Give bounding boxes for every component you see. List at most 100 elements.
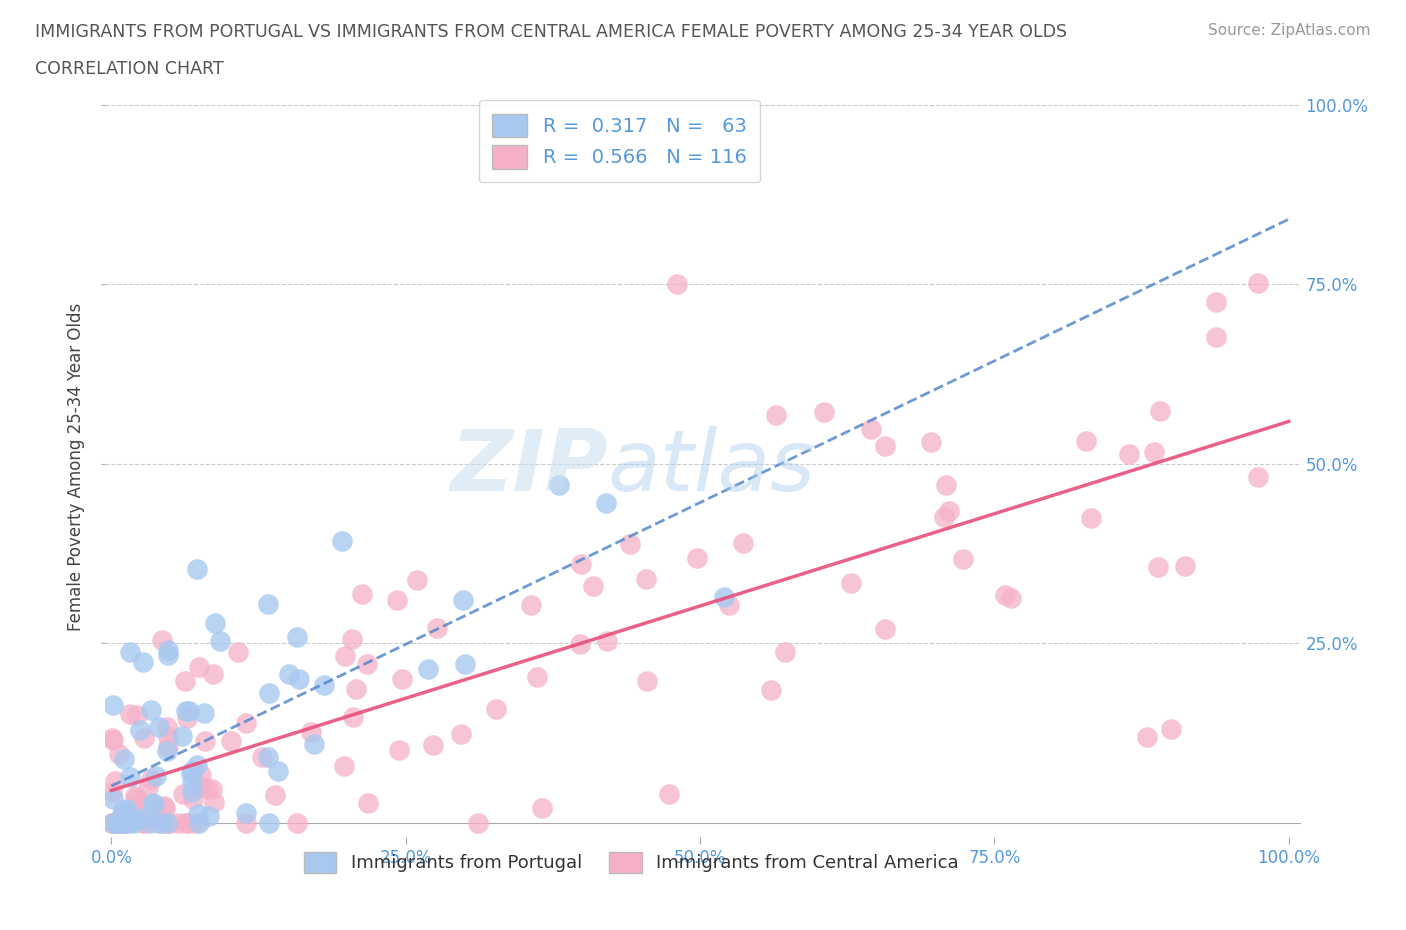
Point xyxy=(131,811,153,826)
Point xyxy=(356,657,378,671)
Point xyxy=(406,573,429,588)
Point xyxy=(839,576,862,591)
Point xyxy=(128,723,150,737)
Point xyxy=(114,816,136,830)
Point xyxy=(569,557,592,572)
Point xyxy=(718,597,741,612)
Point xyxy=(340,631,363,646)
Point xyxy=(128,795,150,810)
Point xyxy=(304,737,326,751)
Point xyxy=(125,804,148,818)
Point xyxy=(107,816,129,830)
Point xyxy=(127,708,149,723)
Point xyxy=(636,674,658,689)
Point xyxy=(333,648,356,663)
Point xyxy=(141,703,163,718)
Point xyxy=(157,740,180,755)
Point xyxy=(132,816,155,830)
Point xyxy=(125,790,148,805)
Point xyxy=(467,816,489,830)
Point xyxy=(259,816,281,830)
Point xyxy=(277,667,299,682)
Point xyxy=(267,764,290,778)
Point xyxy=(357,796,380,811)
Point xyxy=(257,597,280,612)
Point xyxy=(180,766,202,781)
Point xyxy=(1205,330,1227,345)
Point xyxy=(145,768,167,783)
Point xyxy=(100,816,122,830)
Point xyxy=(938,504,960,519)
Point xyxy=(101,785,124,800)
Point xyxy=(117,801,139,816)
Point xyxy=(181,764,204,778)
Point xyxy=(110,816,132,830)
Point xyxy=(134,730,156,745)
Text: CORRELATION CHART: CORRELATION CHART xyxy=(35,60,224,78)
Point xyxy=(765,407,787,422)
Point xyxy=(312,677,335,692)
Point xyxy=(418,661,440,676)
Point xyxy=(101,791,124,806)
Point xyxy=(235,816,257,830)
Point xyxy=(485,701,508,716)
Point xyxy=(188,816,211,830)
Point xyxy=(139,816,162,830)
Point xyxy=(713,590,735,604)
Point xyxy=(875,622,897,637)
Point xyxy=(935,477,957,492)
Point xyxy=(731,535,754,550)
Point xyxy=(257,685,280,700)
Point xyxy=(636,571,658,586)
Point xyxy=(150,816,173,830)
Point xyxy=(153,799,176,814)
Point xyxy=(139,772,162,787)
Point xyxy=(172,728,194,743)
Point xyxy=(932,510,955,525)
Legend: Immigrants from Portugal, Immigrants from Central America: Immigrants from Portugal, Immigrants fro… xyxy=(292,841,970,884)
Point xyxy=(101,816,124,830)
Point xyxy=(181,776,204,790)
Point xyxy=(156,730,179,745)
Point xyxy=(1080,511,1102,525)
Point xyxy=(181,791,204,806)
Point xyxy=(112,816,135,830)
Point xyxy=(186,562,208,577)
Point xyxy=(159,816,181,830)
Point xyxy=(686,551,709,565)
Point xyxy=(250,750,273,764)
Point xyxy=(155,801,177,816)
Point xyxy=(451,593,474,608)
Point xyxy=(155,816,177,830)
Text: ZIP: ZIP xyxy=(450,426,607,509)
Text: IMMIGRANTS FROM PORTUGAL VS IMMIGRANTS FROM CENTRAL AMERICA FEMALE POVERTY AMONG: IMMIGRANTS FROM PORTUGAL VS IMMIGRANTS F… xyxy=(35,23,1067,41)
Point xyxy=(103,816,125,830)
Point xyxy=(342,710,364,724)
Point xyxy=(761,683,783,698)
Point xyxy=(1205,294,1227,309)
Point xyxy=(526,670,548,684)
Point xyxy=(1174,558,1197,573)
Text: Source: ZipAtlas.com: Source: ZipAtlas.com xyxy=(1208,23,1371,38)
Point xyxy=(422,737,444,752)
Point xyxy=(117,816,139,830)
Point xyxy=(264,788,287,803)
Point xyxy=(179,816,201,830)
Point xyxy=(1074,434,1097,449)
Point xyxy=(142,796,165,811)
Point xyxy=(859,422,882,437)
Point xyxy=(193,706,215,721)
Y-axis label: Female Poverty Among 25-34 Year Olds: Female Poverty Among 25-34 Year Olds xyxy=(67,303,86,631)
Point xyxy=(112,803,135,817)
Point xyxy=(157,647,180,662)
Point xyxy=(174,816,197,830)
Point xyxy=(200,781,222,796)
Point xyxy=(450,726,472,741)
Point xyxy=(299,725,322,740)
Point xyxy=(288,671,311,686)
Point xyxy=(190,767,212,782)
Point xyxy=(387,592,409,607)
Point xyxy=(1149,404,1171,418)
Point xyxy=(174,674,197,689)
Point xyxy=(388,742,411,757)
